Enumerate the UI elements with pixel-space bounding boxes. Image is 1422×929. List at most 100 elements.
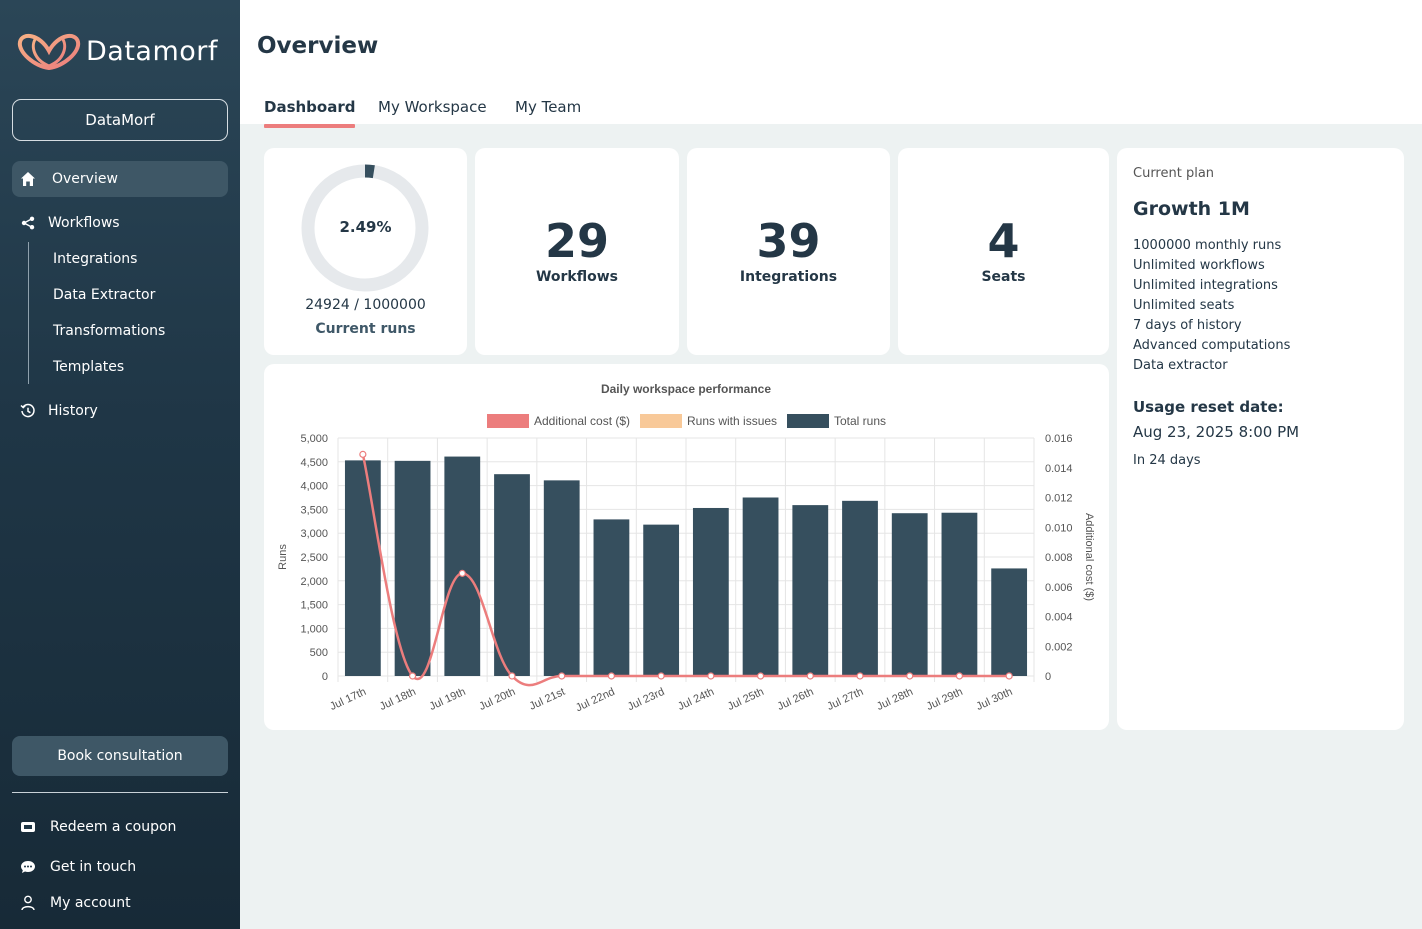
y-tick-label: 3,000 [300,528,328,540]
legend-label: Additional cost ($) [534,414,630,428]
y-tick-label: 1,000 [300,623,328,635]
user-icon [18,893,38,913]
plan-feature: Unlimited workflows [1133,258,1265,273]
seats-stat-card: 4 Seats [898,148,1109,355]
runs-donut-chart [301,164,429,292]
runs-current: 24924 [305,297,350,313]
x-tick-label: Jul 30th [974,686,1014,713]
y-tick-label: 500 [310,647,328,659]
subnav-templates[interactable]: Templates [53,359,125,375]
x-tick-label: Jul 27th [825,686,865,713]
tab-dashboard[interactable]: Dashboard [264,98,356,128]
runs-limit: 1000000 [363,297,426,313]
runs-separator: / [354,297,359,313]
cost-point [906,672,914,680]
bar-total-runs [444,456,481,676]
y-tick-label: 0 [322,671,328,683]
page-title: Overview [257,33,379,59]
y-tick-label: 1,500 [300,600,328,612]
get-in-touch-label: Get in touch [50,859,137,875]
y-tick-label: 4,000 [300,481,328,493]
integrations-label: Integrations [739,269,838,285]
y2-axis-label: Additional cost ($) [1083,513,1095,601]
x-tick-label: Jul 19th [428,686,468,713]
cost-point [558,672,566,680]
chart-title: Daily workspace performance [601,382,771,396]
redeem-coupon-link[interactable]: Redeem a coupon [18,815,176,839]
subnav-transformations[interactable]: Transformations [53,323,166,339]
x-tick-label: Jul 22nd [574,686,617,714]
app-name: Datamorf [86,35,218,67]
redeem-coupon-label: Redeem a coupon [50,819,177,835]
x-tick-label: Jul 24th [676,686,716,713]
subnav-data-extractor[interactable]: Data Extractor [53,287,156,303]
current-plan-card: Current plan Growth 1M 1000000 monthly r… [1117,148,1404,730]
cost-point [657,672,665,680]
plan-feature: 1000000 monthly runs [1133,238,1282,253]
plan-feature: Unlimited integrations [1133,278,1278,293]
workflows-count: 29 [544,214,609,268]
y2-tick-label: 0.014 [1045,463,1073,475]
y-axis-label: Runs [277,544,289,570]
cost-point [806,672,814,680]
subnav-integrations[interactable]: Integrations [53,251,138,267]
subnav-divider [28,242,29,384]
seats-count: 4 [987,214,1020,268]
plan-name: Growth 1M [1133,198,1250,220]
seats-label: Seats [981,269,1026,285]
y-tick-label: 3,500 [300,504,328,516]
cost-point [607,672,616,680]
x-tick-label: Jul 23rd [626,686,667,713]
tab-my-workspace[interactable]: My Workspace [378,98,487,116]
chart-cost-line [359,450,1013,687]
workflows-label: Workflows [535,269,619,285]
my-account-link[interactable]: My account [18,891,131,915]
nav-overview-label: Overview [52,171,118,187]
y-tick-label: 2,000 [300,576,328,588]
nav-workflows[interactable]: Workflows [12,205,228,241]
chart-grid [337,437,1035,682]
plan-features-list: 1000000 monthly runs Unlimited workflows… [1133,236,1290,376]
plan-feature: Advanced computations [1133,338,1291,353]
cost-point [955,672,964,680]
book-consultation-button[interactable]: Book consultation [12,736,228,776]
legend-swatch [640,414,682,428]
nav-history-label: History [48,403,98,419]
legend-label: Runs with issues [687,414,777,428]
get-in-touch-link[interactable]: Get in touch [18,855,136,879]
current-plan-label: Current plan [1133,166,1215,181]
logo[interactable]: Datamorf [16,30,218,72]
organization-button[interactable]: DataMorf [12,99,228,141]
bar-total-runs [593,519,630,676]
bar-total-runs [991,568,1028,676]
x-tick-label: Jul 28th [875,686,915,713]
bar-total-runs [394,460,431,676]
x-tick-label: Jul 20th [477,686,517,713]
nav-overview[interactable]: Overview [12,161,228,197]
bar-total-runs [842,500,878,676]
y2-tick-label: 0.006 [1045,582,1073,594]
tab-my-team[interactable]: My Team [515,98,582,116]
nav-history[interactable]: History [12,393,228,429]
donut-fill [301,164,429,292]
usage-reset-date: Aug 23, 2025 8:00 PM [1133,423,1300,441]
legend-swatch [487,414,529,428]
home-icon [18,169,38,189]
y2-tick-label: 0.008 [1045,552,1073,564]
plan-feature: Data extractor [1133,358,1228,373]
integrations-stat-card: 39 Integrations [687,148,890,355]
y2-tick-label: 0 [1045,671,1051,683]
bar-total-runs [742,497,779,676]
x-tick-label: Jul 25th [726,686,766,713]
bar-total-runs [543,480,580,676]
current-runs-card: 2.49% 24924 / 1000000 Current runs [264,148,467,355]
share-icon [18,213,38,233]
bar-total-runs [891,513,928,676]
x-tick-label: Jul 26th [776,686,816,713]
bar-total-runs [692,507,729,676]
y2-tick-label: 0.004 [1045,612,1073,624]
cost-point [359,450,367,458]
integrations-count: 39 [756,214,821,268]
x-tick-label: Jul 17th [328,686,368,713]
bar-total-runs [494,474,530,676]
